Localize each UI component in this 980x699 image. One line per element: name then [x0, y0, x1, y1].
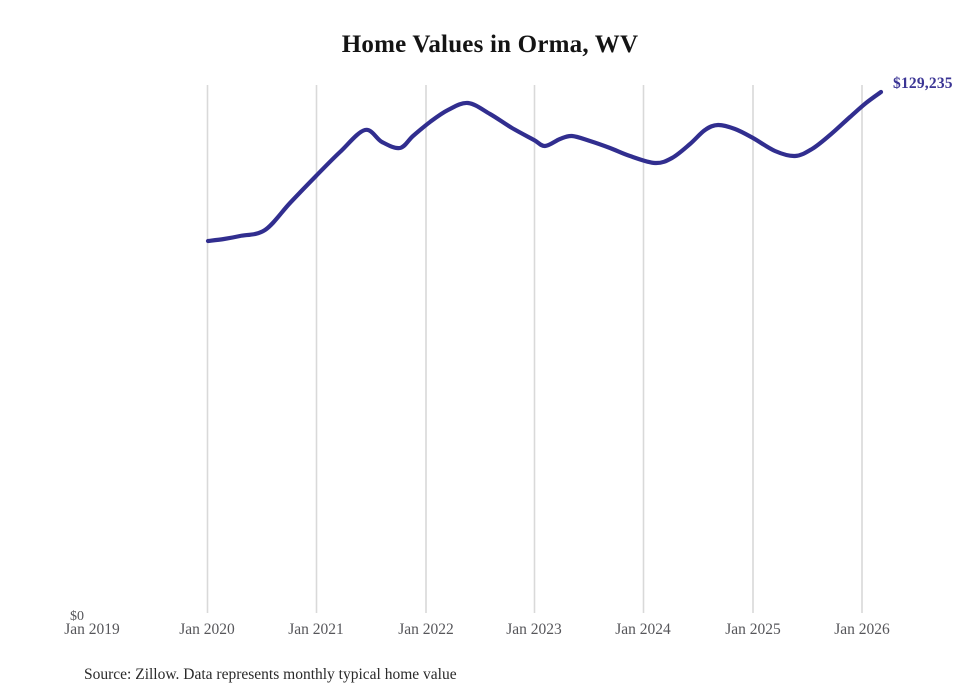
home-value-line	[205, 89, 884, 244]
x-tick-jan-2025: Jan 2025	[725, 621, 781, 638]
x-tick-jan-2020: Jan 2020	[179, 621, 235, 638]
x-tick-jan-2019: Jan 2019	[64, 621, 120, 638]
x-tick-jan-2021: Jan 2021	[288, 621, 344, 638]
y-tick-zero: $0	[70, 609, 84, 624]
x-tick-jan-2024: Jan 2024	[615, 621, 671, 638]
end-value-annotation: $129,235	[893, 75, 953, 92]
x-tick-jan-2022: Jan 2022	[398, 621, 454, 638]
x-tick-jan-2023: Jan 2023	[506, 621, 562, 638]
chart-title: Home Values in Orma, WV	[341, 31, 639, 58]
source-note: Source: Zillow. Data represents monthly …	[84, 666, 457, 683]
x-tick-jan-2026: Jan 2026	[834, 621, 890, 638]
gridlines	[206, 85, 863, 613]
